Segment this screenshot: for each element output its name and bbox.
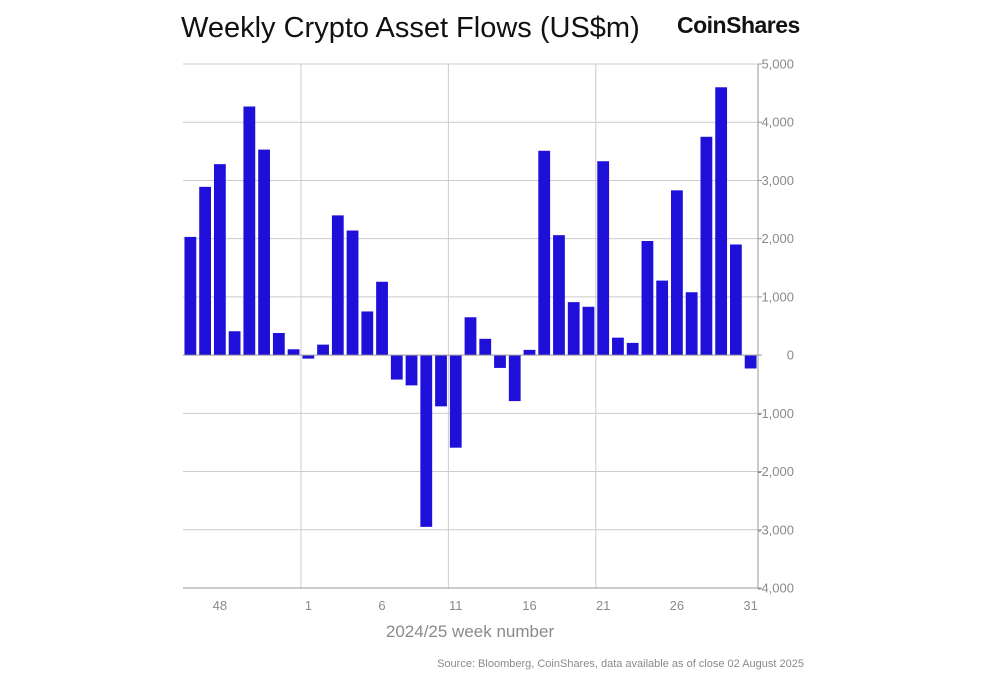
bar-week-16 [523,349,536,356]
y-tick-label: 0 [787,348,794,363]
bar-week-27 [685,292,698,356]
gridlines [183,63,758,589]
bar-week-21 [597,161,610,356]
bar-week-1 [302,355,315,359]
x-tick-label: 48 [213,598,227,613]
source-note: Source: Bloomberg, CoinShares, data avai… [437,658,804,670]
x-tick-label: 6 [378,598,385,613]
x-tick-label: 16 [522,598,536,613]
bar-week-50 [243,106,256,356]
bars [184,87,757,527]
coinshares-logo: CoinShares [677,12,800,38]
y-tick-label: 1,000 [761,289,794,304]
x-tick-label: 26 [670,598,684,613]
bar-week-13 [479,338,492,356]
bar-week-14 [494,355,506,368]
bar-week-46 [184,236,197,356]
bar-week-5 [361,311,374,356]
y-tick-label: -1,000 [757,406,794,421]
bar-week-3 [331,215,344,356]
bar-week-30 [729,244,742,356]
y-tick-label: -4,000 [757,581,794,596]
x-tick-label: 11 [449,598,463,613]
y-tick-label: 4,000 [761,115,794,130]
bar-week-49 [228,331,241,356]
bar-week-20 [582,306,595,356]
bar-week-24 [641,240,654,356]
bar-week-6 [376,281,388,356]
bar-week-52 [272,332,285,356]
bar-week-26 [671,190,683,356]
bar-week-22 [612,337,624,356]
bar-week-10 [435,355,447,407]
bar-week-28 [700,136,713,356]
bar-week-47 [199,186,212,356]
bar-week-11 [449,355,462,448]
bar-week-19 [567,302,580,356]
bar-week-31 [744,355,757,369]
x-tick-label: 1 [305,598,312,613]
bar-week-23 [626,342,639,356]
tick-labels: 5,000 4,000 3,000 2,000 1,000 0 -1,000 -2,000 -3… [213,57,794,614]
y-tick-label: -2,000 [757,464,794,479]
x-axis-title: 2024/25 week number [386,622,555,641]
bar-week-7 [390,355,403,380]
y-tick-label: 5,000 [761,57,794,72]
x-tick-label: 31 [743,598,757,613]
y-tick-label: -3,000 [757,522,794,537]
y-tick-label: 2,000 [761,231,794,246]
chart-title: Weekly Crypto Asset Flows (US$m) [181,12,640,44]
bar-week-2 [317,344,329,356]
bar-week-25 [656,280,669,356]
bar-week-53 [287,349,300,356]
bar-week-29 [715,87,728,356]
x-tick-label: 21 [596,598,610,613]
bar-week-8 [405,355,418,386]
axes [183,63,762,589]
bar-week-17 [538,150,551,356]
bar-week-51 [258,149,270,356]
bar-week-4 [346,230,359,356]
bar-week-18 [553,235,565,356]
bar-week-9 [420,355,433,527]
bar-week-15 [508,355,521,402]
y-tick-label: 3,000 [761,173,794,188]
bar-week-48 [213,164,226,356]
bar-week-12 [464,317,477,356]
